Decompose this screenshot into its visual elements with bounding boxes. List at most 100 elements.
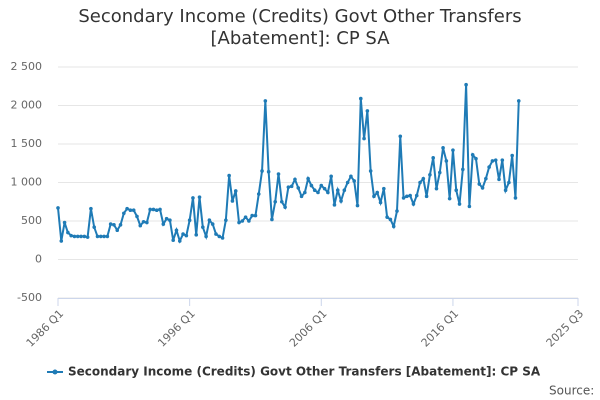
data-point <box>500 158 505 162</box>
data-point <box>388 217 393 222</box>
data-point <box>171 238 175 243</box>
data-point <box>296 186 301 190</box>
data-point <box>342 188 347 192</box>
data-point <box>164 216 169 221</box>
data-point <box>161 222 166 226</box>
data-point <box>191 196 195 200</box>
data-point <box>319 183 324 188</box>
data-point <box>451 148 455 152</box>
data-point <box>503 188 508 192</box>
data-point <box>289 184 294 189</box>
data-point <box>444 159 449 163</box>
data-point <box>424 194 429 199</box>
data-point <box>168 218 172 223</box>
data-point <box>516 99 521 103</box>
data-point <box>454 188 459 192</box>
data-point <box>352 179 357 183</box>
x-tick-label: 1986 Q1 <box>24 307 67 350</box>
data-point <box>79 234 83 239</box>
data-point <box>437 170 442 175</box>
data-point <box>395 209 399 213</box>
data-point <box>355 203 360 208</box>
data-point <box>382 186 386 191</box>
data-point <box>75 234 80 239</box>
data-point <box>279 199 284 204</box>
data-point <box>316 190 320 195</box>
data-point <box>158 207 162 212</box>
data-point <box>270 217 274 222</box>
data-point <box>276 172 281 176</box>
data-point <box>332 203 337 207</box>
data-point <box>405 194 409 199</box>
data-point <box>85 235 90 239</box>
source: Source: <box>549 384 594 398</box>
y-tick-label: 500 <box>21 214 42 227</box>
data-point <box>174 228 179 233</box>
data-point <box>237 220 241 225</box>
data-point <box>428 173 432 177</box>
data-point <box>233 189 238 193</box>
data-point <box>194 233 199 237</box>
data-point <box>247 219 251 223</box>
data-point <box>510 153 514 158</box>
data-point <box>329 174 333 179</box>
y-tick-label: 1 500 <box>11 137 43 150</box>
data-point <box>263 99 268 103</box>
data-point <box>299 194 304 199</box>
data-point <box>349 174 353 179</box>
data-point <box>131 208 136 213</box>
data-point <box>184 233 189 238</box>
data-point <box>151 207 156 212</box>
data-point <box>253 213 258 218</box>
data-point <box>273 199 278 204</box>
data-point <box>230 199 235 203</box>
data-point <box>148 207 152 212</box>
data-point <box>470 152 475 157</box>
data-point <box>368 169 373 173</box>
series-line <box>57 84 520 244</box>
data-point <box>138 223 143 228</box>
data-point <box>365 109 370 113</box>
data-point <box>326 190 330 195</box>
data-point <box>358 96 363 101</box>
data-point <box>250 213 254 218</box>
data-point <box>464 82 468 87</box>
data-point <box>214 232 218 236</box>
data-point <box>220 236 225 240</box>
chart-title: Secondary Income (Credits) Govt Other Tr… <box>78 6 522 49</box>
data-point <box>513 196 518 200</box>
data-point <box>260 169 264 173</box>
data-point <box>322 186 327 191</box>
data-point <box>256 192 261 196</box>
data-point <box>401 196 406 200</box>
data-point <box>243 215 248 219</box>
data-point <box>112 223 116 227</box>
data-point <box>362 136 366 141</box>
data-point <box>69 233 73 238</box>
data-point <box>493 158 498 162</box>
legend-label: Secondary Income (Credits) Govt Other Tr… <box>68 365 541 379</box>
data-point <box>95 234 100 239</box>
data-point <box>217 234 222 239</box>
data-point <box>92 225 97 229</box>
y-tick-label: 2 500 <box>11 60 43 73</box>
data-point <box>467 204 472 209</box>
y-tick-label: 1 000 <box>11 176 43 189</box>
y-tick-label: 2 000 <box>11 99 43 112</box>
data-point <box>408 193 412 198</box>
data-point <box>115 228 120 233</box>
data-point <box>128 208 133 213</box>
data-point <box>154 208 159 213</box>
data-point <box>507 180 511 185</box>
data-point <box>59 239 64 243</box>
data-point <box>457 202 462 206</box>
data-point <box>309 183 314 188</box>
data-point <box>378 200 383 205</box>
data-point <box>187 218 192 223</box>
data-point <box>145 220 149 225</box>
data-point <box>207 218 212 223</box>
data-point <box>201 225 205 229</box>
data-point <box>197 195 202 199</box>
data-point <box>82 234 87 239</box>
